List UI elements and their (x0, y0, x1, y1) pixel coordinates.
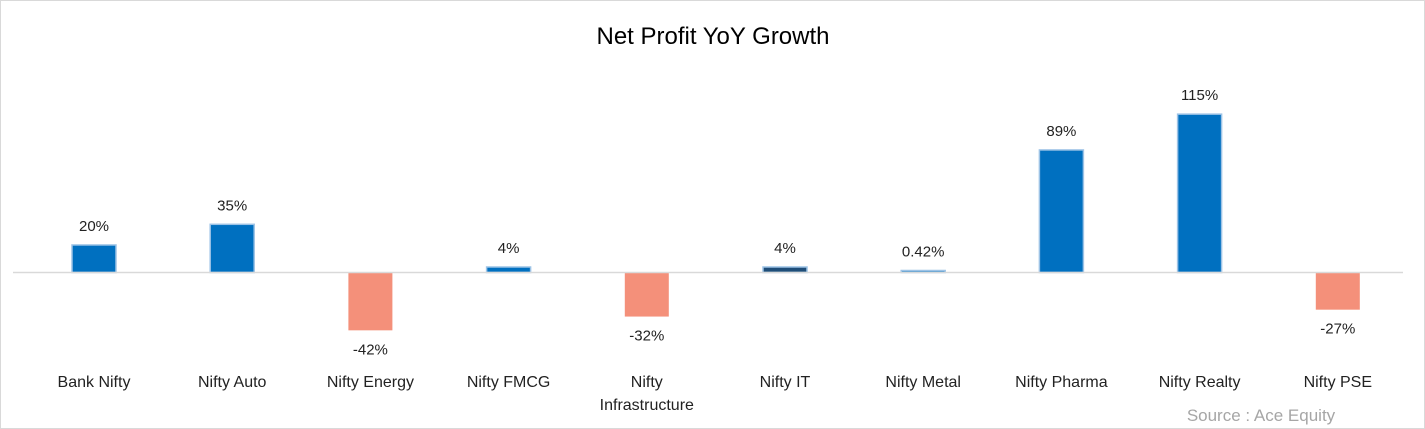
data-label: 115% (1181, 87, 1218, 104)
bar (348, 272, 393, 331)
bar (71, 244, 117, 274)
category-label: Nifty Infrastructure (600, 374, 694, 414)
data-labels-group: 20% 35% -42% 4% -32% 4% 0.42% 89% 115% -27% (79, 87, 1355, 358)
data-label: -27% (1320, 321, 1355, 338)
category-label: Nifty Auto (198, 374, 267, 391)
category-label: Nifty FMCG (467, 374, 551, 391)
category-label: Nifty PSE (1304, 374, 1372, 391)
chart-title: Net Profit YoY Growth (596, 23, 829, 50)
data-label: -42% (353, 341, 388, 358)
data-label: 4% (774, 240, 796, 257)
bar (1038, 149, 1085, 274)
source-note: Source : Ace Equity (1187, 406, 1336, 425)
category-label: Nifty IT (760, 374, 811, 391)
category-label: Nifty Realty (1159, 374, 1241, 391)
data-label: -32% (629, 328, 664, 345)
bar (762, 266, 808, 274)
bars-group (71, 113, 1360, 331)
bar (1315, 272, 1360, 310)
data-label: 89% (1046, 123, 1076, 140)
data-label: 0.42% (902, 244, 945, 261)
category-labels-group: Bank Nifty Nifty Auto Nifty Energy Nifty FM… (58, 374, 1372, 414)
bar (1176, 113, 1223, 274)
bar (485, 266, 532, 274)
category-label: Bank Nifty (58, 374, 131, 391)
data-label: 20% (79, 218, 109, 235)
category-label: Nifty Pharma (1015, 374, 1108, 391)
category-label: Nifty Metal (885, 374, 961, 391)
category-label: Nifty Energy (327, 374, 414, 391)
bar (624, 272, 669, 317)
data-label: 4% (498, 240, 520, 257)
bar (209, 223, 255, 274)
data-label: 35% (217, 197, 247, 214)
